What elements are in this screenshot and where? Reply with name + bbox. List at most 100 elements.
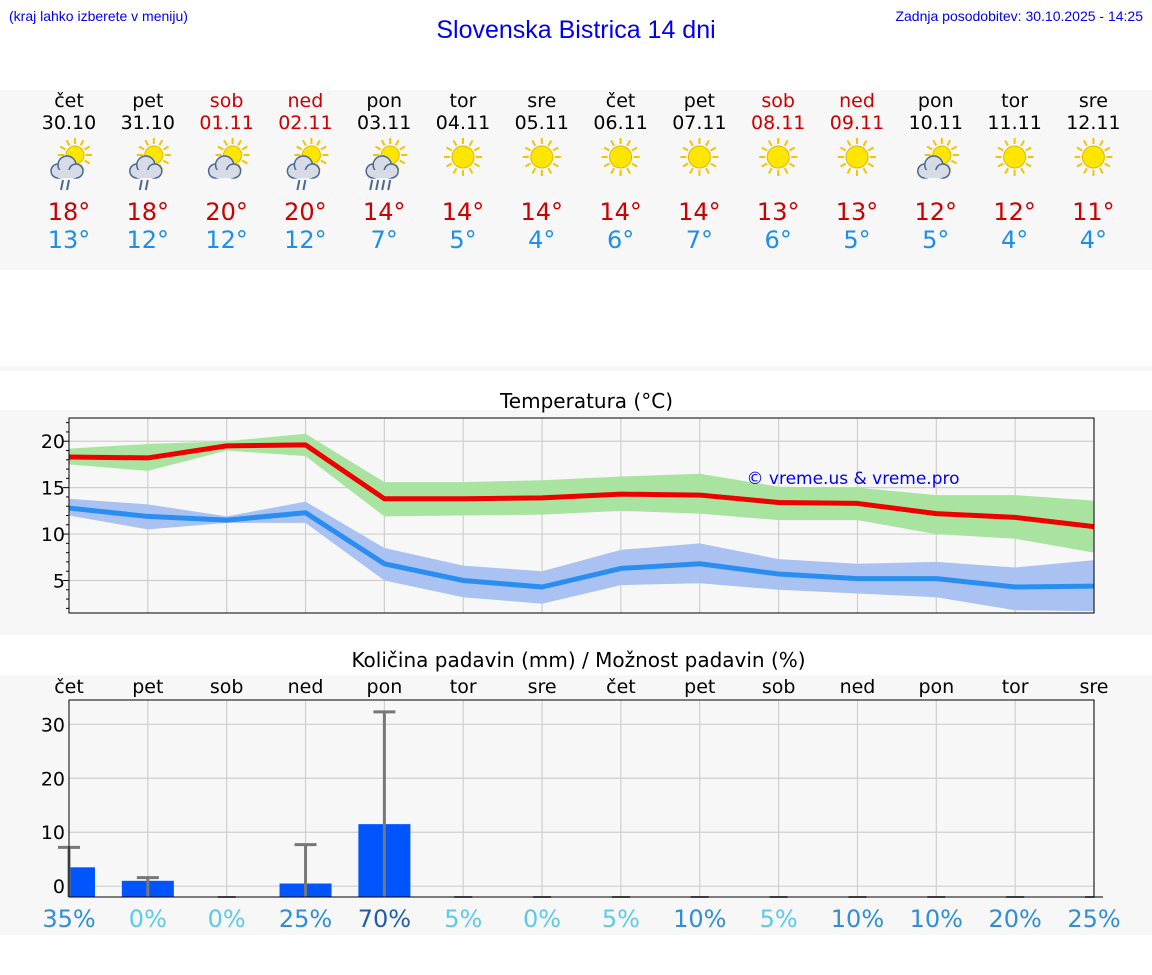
- sun-ray: [950, 159, 958, 165]
- day-of-week: pet: [132, 90, 163, 112]
- rain-drop: [138, 179, 143, 191]
- sun-ray: [846, 167, 852, 174]
- day-date: 30.10: [42, 112, 96, 134]
- weather-sun-icon: [838, 138, 876, 176]
- sun-ray: [547, 140, 553, 147]
- sun-ray: [846, 140, 852, 147]
- temp-min: 7°: [371, 226, 398, 254]
- x-tick-label: pon: [918, 676, 954, 698]
- x-tick-label: tor: [1002, 676, 1029, 698]
- day-of-week: pon: [918, 90, 954, 112]
- day-date: 11.11: [987, 112, 1041, 134]
- chart-title: Količina padavin (mm) / Možnost padavin …: [351, 648, 805, 672]
- precip-probability: 5%: [444, 905, 482, 933]
- sun-ray: [705, 167, 710, 174]
- x-tick-label: čet: [606, 676, 636, 698]
- sun-ray: [531, 167, 537, 174]
- forecast-strip-background: [0, 90, 1152, 270]
- max-uncertainty-band: [69, 433, 1094, 553]
- sun-ray: [162, 145, 170, 151]
- day-date: 05.11: [515, 112, 569, 134]
- sun-disc: [1081, 145, 1105, 169]
- sun-ray: [552, 162, 559, 168]
- y-tick-label: 20: [41, 768, 65, 790]
- plot-area: [69, 700, 1094, 897]
- cloud-shape: [129, 155, 163, 179]
- day-date: 02.11: [278, 112, 332, 134]
- temp-min: 7°: [686, 226, 713, 254]
- sun-ray: [710, 162, 717, 168]
- x-tick-label: pon: [367, 676, 403, 698]
- sun-ray: [144, 139, 150, 146]
- temp-max: 20°: [205, 198, 248, 226]
- sun-ray: [631, 162, 638, 168]
- sun-ray: [223, 139, 228, 146]
- day-date: 07.11: [672, 112, 726, 134]
- sun-ray: [610, 140, 615, 147]
- sun-ray: [320, 159, 327, 165]
- sun-ray: [162, 159, 170, 165]
- temp-min: 12°: [127, 226, 170, 254]
- temp-min: 12°: [205, 226, 248, 254]
- sun-ray: [682, 162, 689, 168]
- sun-ray: [1076, 146, 1083, 152]
- sun-ray: [399, 145, 406, 151]
- sun-ray: [926, 145, 933, 151]
- day-of-week: sob: [210, 90, 244, 112]
- sun-disc: [845, 145, 869, 169]
- weather-sun-cloud-icon: [917, 138, 959, 179]
- sun-ray: [446, 162, 453, 168]
- day-of-week: sre: [1079, 90, 1108, 112]
- sun-ray: [1004, 167, 1009, 174]
- y-tick-label: 5: [53, 571, 65, 593]
- sun-ray: [241, 145, 248, 151]
- cloud-shape: [365, 155, 399, 179]
- temp-max: 14°: [678, 198, 721, 226]
- temp-min: 5°: [922, 226, 949, 254]
- sun-ray: [788, 146, 796, 152]
- min-temperature-line: [68, 505, 1095, 590]
- sun-ray: [867, 146, 874, 152]
- x-tick-label: čet: [54, 676, 84, 698]
- sun-ray: [626, 140, 631, 147]
- sun-disc: [766, 145, 790, 169]
- precip-probability: 25%: [279, 905, 332, 933]
- sun-ray: [689, 167, 694, 174]
- temp-min: 4°: [528, 226, 555, 254]
- sun-ray: [316, 139, 321, 146]
- precip-probability: 10%: [910, 905, 963, 933]
- weather-sun-icon: [1074, 138, 1113, 176]
- weather-sun-icon: [601, 138, 640, 176]
- rain-drop: [60, 179, 64, 191]
- sun-ray: [524, 162, 532, 168]
- sun-ray: [1083, 140, 1088, 147]
- sun-ray: [380, 139, 386, 146]
- sun-ray: [138, 145, 145, 151]
- region-menu-hint[interactable]: (kraj lahko izberete v meniju): [9, 8, 188, 24]
- sun-ray: [1104, 146, 1111, 152]
- weather-sun-cloud-heavy-rain-icon: [365, 138, 408, 191]
- sun-ray: [761, 162, 768, 168]
- temp-max: 14°: [442, 198, 485, 226]
- cloud-base: [136, 170, 155, 178]
- x-tick-label: pet: [132, 676, 163, 698]
- weather-sun-icon: [759, 138, 798, 176]
- sun-ray: [1076, 162, 1083, 168]
- day-date: 31.10: [121, 112, 175, 134]
- sun-ray: [682, 146, 689, 152]
- temperature-chart: Temperatura (°C) 5 10 15 20 © vreme.us & vrem…: [41, 389, 1095, 614]
- precip-probability: 10%: [831, 905, 884, 933]
- precip-probability: 5%: [602, 905, 640, 933]
- sun-ray: [394, 139, 400, 146]
- sun-ray: [65, 139, 71, 146]
- sun-ray: [705, 140, 710, 147]
- sun-ray: [840, 146, 847, 152]
- day-of-week: sob: [761, 90, 795, 112]
- precip-probability: 0%: [523, 905, 561, 933]
- y-tick-label: 30: [41, 714, 65, 736]
- rain-drop: [375, 179, 380, 191]
- temp-min: 6°: [765, 226, 792, 254]
- sun-ray: [1020, 167, 1025, 174]
- sun-ray: [1004, 140, 1009, 147]
- sun-ray: [473, 146, 480, 152]
